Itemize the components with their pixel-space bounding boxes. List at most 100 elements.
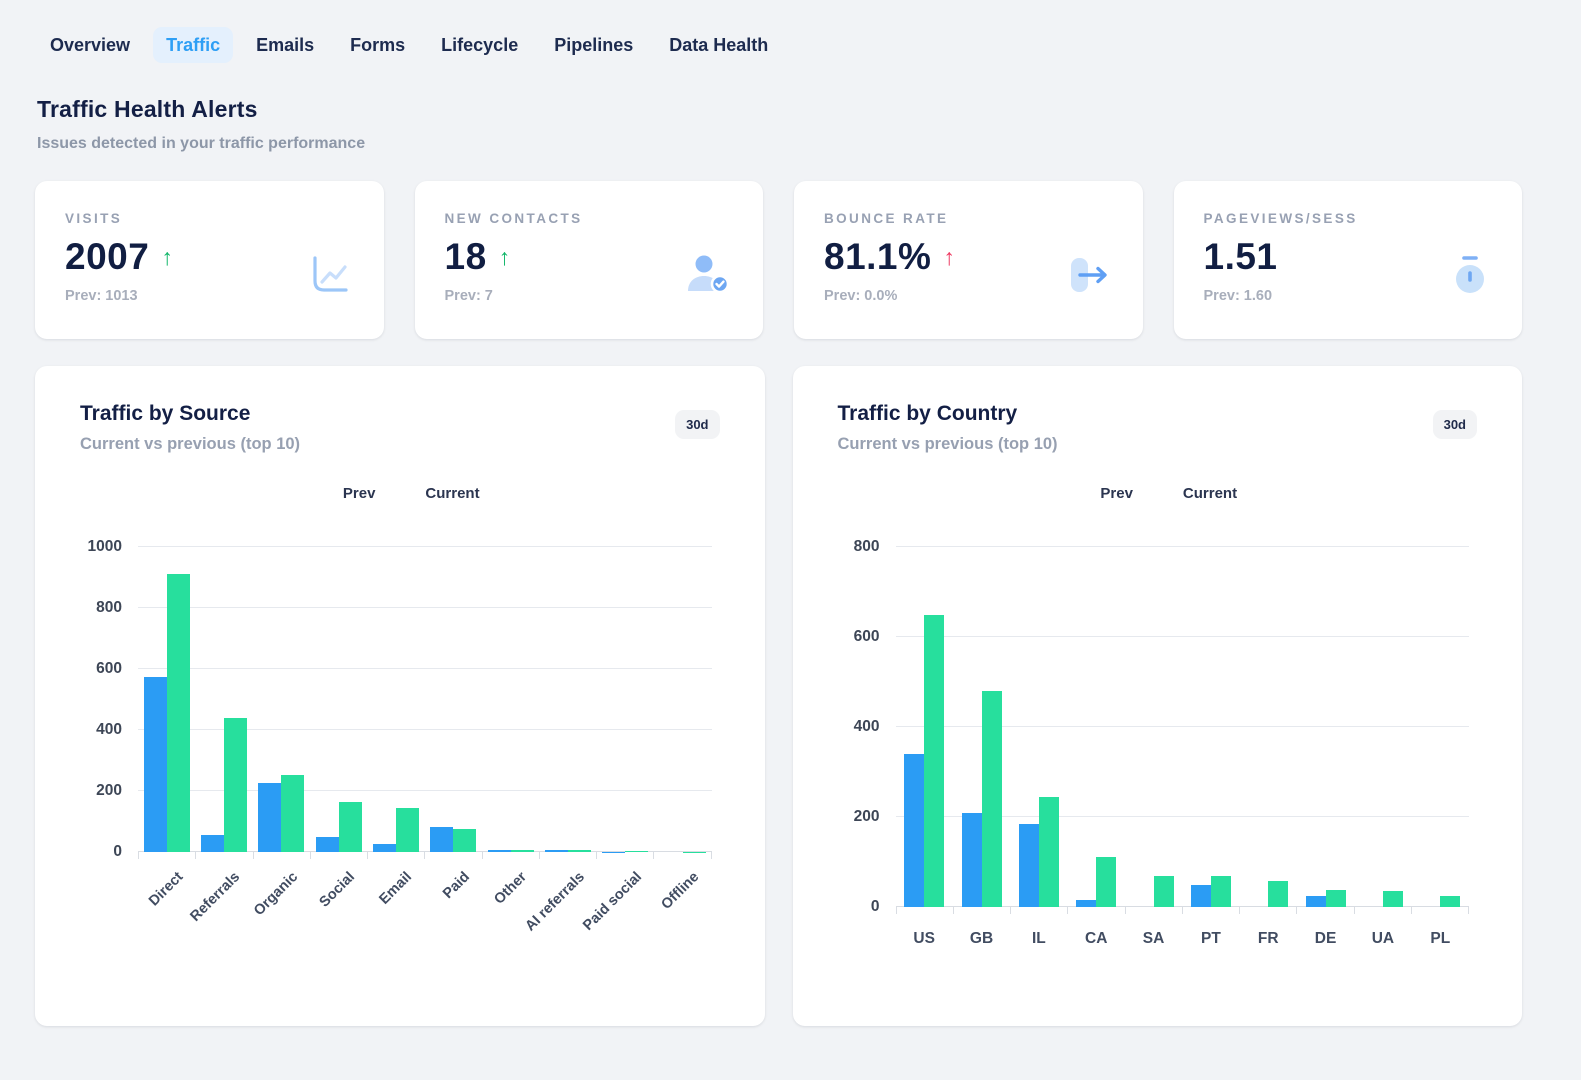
x-label-cell: PT	[1182, 914, 1239, 948]
bar-group-direct	[138, 547, 195, 852]
bar-prev-ai-referrals	[545, 849, 569, 852]
chart-subtitle: Current vs previous (top 10)	[80, 435, 301, 453]
x-label-cell: CA	[1068, 914, 1125, 948]
x-label-cell: Paid	[425, 859, 482, 951]
y-axis-tick-label: 800	[96, 599, 122, 616]
bar-prev-referrals	[201, 835, 225, 852]
tab-data-health[interactable]: Data Health	[656, 27, 781, 63]
tab-traffic[interactable]: Traffic	[153, 27, 234, 63]
bar-current-direct	[166, 574, 190, 852]
bar-prev-pt	[1190, 884, 1211, 907]
legend-swatch-prev	[1077, 486, 1093, 502]
top-nav: Overview Traffic Emails Forms Lifecycle …	[35, 27, 1522, 63]
page-title: Traffic Health Alerts	[37, 96, 258, 122]
axis-tick	[1297, 907, 1355, 914]
trend-up-icon: ↑	[498, 243, 511, 270]
tab-forms[interactable]: Forms	[337, 27, 418, 63]
y-axis-tick-label: 800	[853, 538, 880, 555]
axis-tick	[1126, 907, 1183, 914]
legend-swatch-current	[402, 486, 418, 502]
bar-group-referrals	[195, 547, 252, 852]
y-axis-tick-label: 200	[853, 808, 880, 825]
bar-group-ca	[1068, 547, 1125, 907]
bar-group-il	[1010, 547, 1067, 907]
period-badge: 30d	[675, 410, 720, 439]
x-axis-label: US	[913, 930, 935, 947]
bar-group-pt	[1182, 547, 1239, 907]
x-label-cell: Other	[482, 859, 539, 951]
x-label-cell: Organic	[250, 859, 310, 951]
kpi-prev-value: Prev: 1013	[65, 288, 138, 304]
bar-group-sa	[1125, 547, 1182, 907]
bar-prev-us	[904, 754, 925, 907]
bar-prev-ca	[1076, 900, 1097, 907]
legend-item-prev: Prev	[320, 485, 376, 502]
kpi-value: 2007	[65, 236, 150, 277]
tab-lifecycle[interactable]: Lifecycle	[428, 27, 531, 63]
chart-card-traffic-by-country: Traffic by Country Current vs previous (…	[792, 366, 1522, 1026]
bar-prev-direct	[143, 676, 167, 852]
gridline	[138, 607, 712, 608]
x-axis-ticks	[138, 852, 712, 859]
chart-card-traffic-by-source: Traffic by Source Current vs previous (t…	[35, 366, 765, 1026]
axis-tick	[254, 852, 311, 859]
bar-group-fr	[1240, 547, 1297, 907]
axis-tick	[1183, 907, 1240, 914]
line-chart-icon	[308, 211, 352, 339]
x-axis-label: Paid	[439, 869, 473, 902]
x-label-cell: US	[896, 914, 953, 948]
tab-overview[interactable]: Overview	[37, 27, 143, 63]
axis-tick	[1068, 907, 1126, 914]
gridline	[895, 906, 1469, 907]
x-label-cell: Direct	[138, 859, 195, 951]
gridline	[138, 851, 712, 852]
legend-swatch-current	[1160, 486, 1176, 502]
x-axis-label: Direct	[145, 869, 186, 910]
bar-current-pl	[1440, 896, 1461, 907]
axis-tick	[311, 852, 368, 859]
x-axis-label: Referrals	[187, 869, 244, 925]
trend-up-icon: ↑	[943, 243, 955, 270]
x-label-cell: GB	[953, 914, 1010, 948]
kpi-card-bounce-rate: BOUNCE RATE 81.1% ↑ Prev: 0.0%	[794, 181, 1143, 339]
chart-legend: Prev Current	[838, 485, 1478, 502]
bar-groups	[896, 547, 1470, 907]
bar-current-ua	[1382, 891, 1403, 907]
y-axis-tick-label: 600	[853, 628, 880, 645]
gridline	[895, 636, 1469, 637]
x-axis-ticks	[895, 907, 1469, 914]
x-axis-label: Organic	[250, 869, 301, 920]
gridline	[138, 790, 712, 791]
x-axis-labels: Direct Referrals Organic Social Email Paid Oth…	[138, 859, 712, 951]
bar-chart-traffic-by-country: 0 200 400 600 800 US GB IL CA SA PT FR DE UA PL	[854, 538, 1470, 948]
kpi-prev-value: Prev: 7	[444, 288, 493, 304]
tab-pipelines[interactable]: Pipelines	[541, 27, 646, 63]
bar-prev-il	[1018, 823, 1039, 907]
axis-tick	[897, 907, 954, 914]
bar-current-gb	[981, 691, 1002, 907]
x-axis-label: Offline	[658, 869, 703, 913]
charts-row: Traffic by Source Current vs previous (t…	[35, 366, 1522, 1026]
axis-tick	[1412, 907, 1469, 914]
y-axis-tick-label: 1000	[87, 538, 122, 555]
bar-group-de	[1297, 547, 1354, 907]
x-label-cell: Offline	[654, 859, 711, 951]
x-label-cell: FR	[1240, 914, 1297, 948]
bar-current-us	[924, 614, 945, 907]
y-axis-tick-label: 400	[96, 721, 122, 738]
x-label-cell: Social	[310, 859, 367, 951]
axis-tick	[1240, 907, 1298, 914]
kpi-card-visits: VISITS 2007 ↑ Prev: 1013	[35, 181, 384, 339]
bar-group-paid	[425, 547, 482, 852]
bar-group-us	[896, 547, 953, 907]
legend-item-prev: Prev	[1077, 485, 1133, 502]
x-label-cell: IL	[1010, 914, 1067, 948]
contact-check-icon	[685, 211, 731, 339]
legend-item-current: Current	[402, 485, 479, 502]
bar-current-organic	[281, 775, 305, 852]
chart-title: Traffic by Source	[80, 402, 251, 425]
legend-item-current: Current	[1160, 485, 1237, 502]
bar-current-paid	[453, 829, 477, 852]
tab-emails[interactable]: Emails	[243, 27, 327, 63]
axis-tick	[1355, 907, 1412, 914]
